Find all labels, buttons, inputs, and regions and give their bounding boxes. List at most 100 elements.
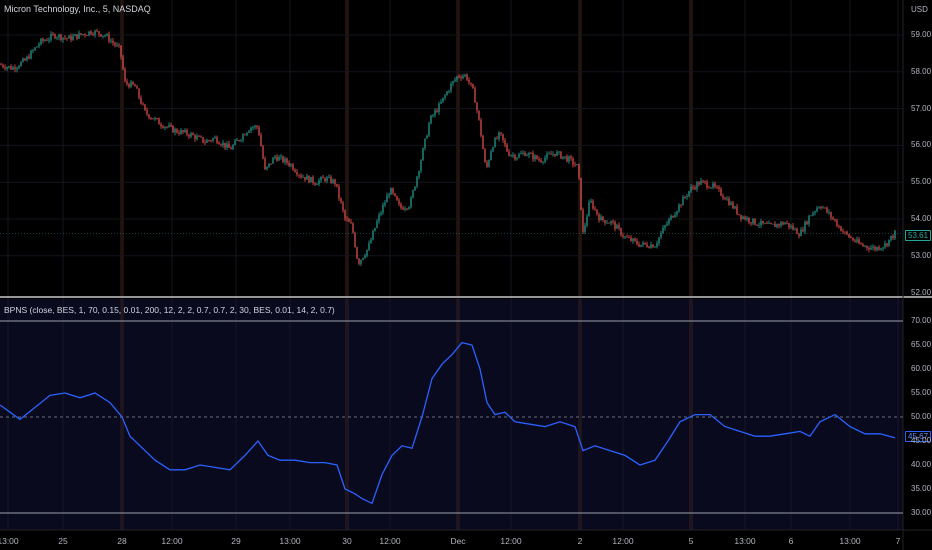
candle-body — [54, 34, 56, 39]
candle-body — [52, 33, 54, 35]
candle-body — [206, 140, 208, 143]
candle-body — [888, 239, 890, 246]
time-tick-label: 13:00 — [279, 536, 301, 546]
candle-body — [284, 158, 286, 163]
candle-body — [346, 218, 348, 220]
candle-body — [488, 160, 490, 167]
candle-body — [66, 38, 68, 39]
time-tick-label: 12:00 — [500, 536, 522, 546]
candle-body — [864, 245, 866, 247]
candle-body — [746, 217, 748, 220]
candle-body — [500, 132, 502, 134]
candle-body — [194, 135, 196, 140]
candle-body — [434, 110, 436, 116]
candle-body — [168, 125, 170, 127]
candle-body — [412, 190, 414, 198]
candle-body — [868, 247, 870, 250]
candle-body — [564, 156, 566, 158]
candle-body — [110, 40, 112, 42]
candle-body — [820, 207, 822, 209]
candle-body — [140, 97, 142, 104]
candle-body — [44, 40, 46, 42]
candle-body — [268, 163, 270, 167]
candle-body — [482, 135, 484, 150]
candle-body — [362, 257, 364, 260]
indicator-tick-label: 35.00 — [911, 484, 932, 493]
candle-body — [390, 188, 392, 195]
candle-body — [708, 187, 710, 189]
candle-body — [574, 164, 576, 166]
candle-body — [530, 153, 532, 154]
candle-body — [348, 219, 350, 222]
candle-body — [260, 134, 262, 147]
candle-body — [772, 223, 774, 225]
candle-body — [350, 221, 352, 224]
candle-body — [234, 140, 236, 145]
candle-body — [342, 202, 344, 211]
candle-body — [432, 115, 434, 116]
candle-body — [376, 221, 378, 228]
candle-body — [492, 147, 494, 152]
session-break-bar — [689, 0, 693, 296]
time-tick-label: 12:00 — [612, 536, 634, 546]
candle-body — [696, 182, 698, 190]
candle-body — [580, 177, 582, 210]
candle-body — [424, 138, 426, 149]
candle-body — [382, 205, 384, 213]
candle-body — [42, 38, 44, 41]
candle-body — [710, 187, 712, 189]
candle-body — [136, 86, 138, 89]
candle-body — [834, 219, 836, 221]
candle-body — [120, 45, 122, 57]
candle-body — [476, 102, 478, 111]
candle-body — [486, 162, 488, 167]
candle-body — [32, 50, 34, 52]
candle-body — [702, 180, 704, 182]
candle-body — [742, 216, 744, 219]
candle-body — [226, 143, 228, 148]
candle-body — [662, 227, 664, 234]
candle-body — [478, 110, 480, 120]
candle-body — [628, 237, 630, 239]
time-tick-label: 12:00 — [161, 536, 183, 546]
candle-body — [724, 197, 726, 200]
candle-body — [310, 176, 312, 183]
candle-body — [826, 207, 828, 213]
candle-body — [824, 207, 826, 209]
candle-body — [96, 30, 98, 32]
candle-body — [98, 31, 100, 35]
price-tick-label: 59.00 — [911, 30, 932, 39]
candle-body — [720, 188, 722, 196]
candle-body — [544, 157, 546, 162]
candle-body — [556, 151, 558, 156]
indicator-tick-label: 60.00 — [911, 364, 932, 373]
candle-body — [242, 134, 244, 140]
price-tick-label: 57.00 — [911, 103, 932, 113]
candle-body — [694, 187, 696, 190]
session-break-bar — [456, 0, 460, 296]
candle-body — [508, 151, 510, 156]
candle-body — [674, 214, 676, 218]
candle-body — [88, 31, 90, 36]
candle-body — [258, 127, 260, 135]
candle-body — [118, 44, 120, 46]
candle-body — [862, 244, 864, 246]
candle-body — [484, 149, 486, 163]
candle-body — [174, 129, 176, 133]
candle-body — [680, 204, 682, 206]
candle-body — [200, 136, 202, 138]
indicator-value-badge: 45.67 — [905, 431, 932, 442]
candle-body — [664, 225, 666, 228]
candle-body — [256, 125, 258, 128]
candle-body — [550, 153, 552, 155]
candle-body — [770, 223, 772, 224]
time-tick-label: 25 — [58, 536, 68, 546]
price-tick-label: 56.00 — [911, 140, 932, 150]
candle-body — [634, 238, 636, 241]
candle-body — [808, 216, 810, 225]
candle-body — [178, 132, 180, 134]
candle-body — [600, 216, 602, 221]
candle-body — [636, 240, 638, 245]
candle-body — [786, 222, 788, 224]
